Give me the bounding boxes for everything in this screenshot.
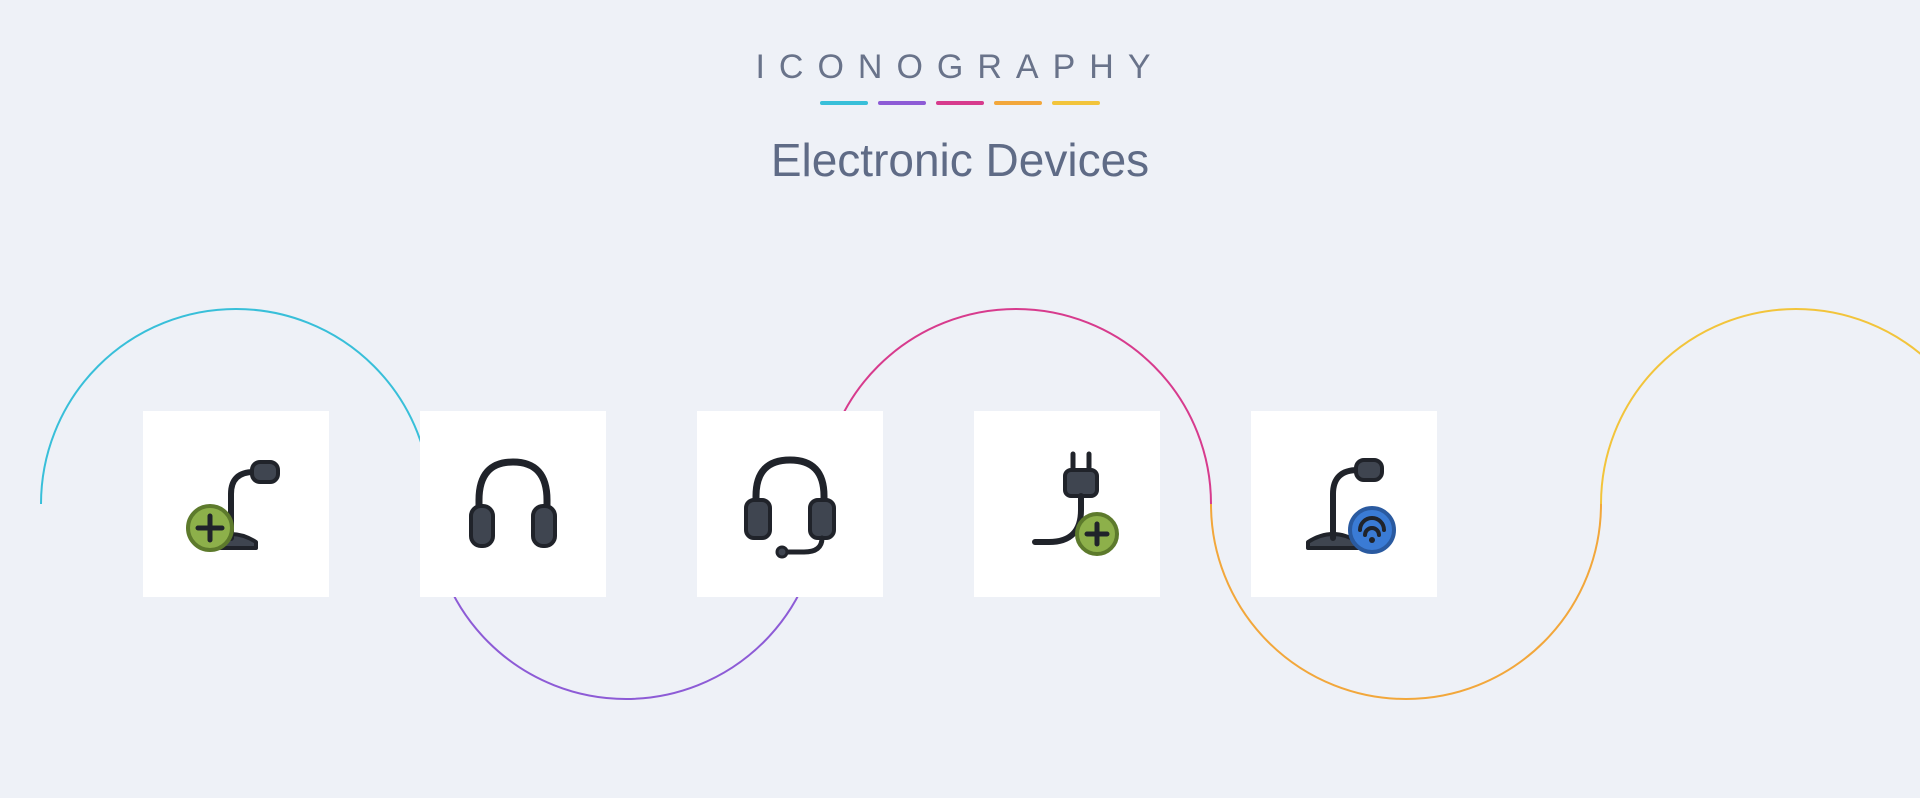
microphone-add-icon bbox=[176, 444, 296, 564]
plug-add-icon bbox=[1007, 444, 1127, 564]
headset-mic-icon bbox=[730, 444, 850, 564]
icon-card bbox=[974, 411, 1160, 597]
microphone-wifi-icon bbox=[1284, 444, 1404, 564]
icon-card bbox=[420, 411, 606, 597]
icon-card bbox=[143, 411, 329, 597]
icon-card bbox=[697, 411, 883, 597]
icon-card bbox=[1251, 411, 1437, 597]
headphones-icon bbox=[453, 444, 573, 564]
icon-card-row bbox=[0, 0, 1920, 798]
